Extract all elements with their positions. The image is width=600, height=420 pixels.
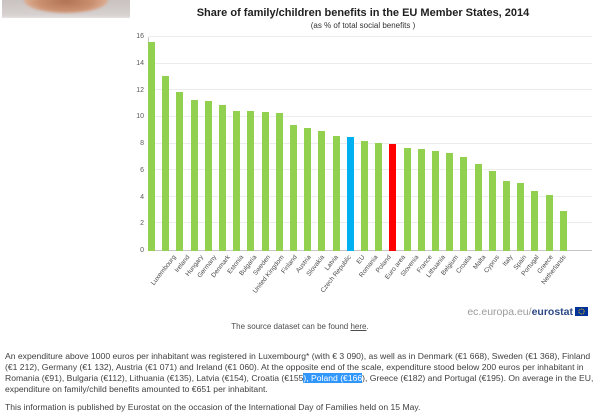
bar-romania (361, 141, 369, 251)
source-line-suffix: . (366, 322, 369, 331)
y-tick-label: 2 (140, 220, 144, 228)
y-tick-label: 6 (140, 166, 144, 174)
eu-flag-icon (575, 307, 588, 316)
gridline (149, 89, 592, 91)
bar-bulgaria (233, 110, 241, 251)
y-axis: 0 2 4 6 8 10 12 14 16 (130, 33, 145, 254)
bar-hungary (176, 91, 184, 251)
source-line: The source dataset can be found here. (0, 322, 600, 331)
gridline (149, 142, 592, 144)
x-axis: Luxembourg Ireland Hungary Germany Denmark Es… (148, 251, 592, 305)
bar-italy (503, 181, 511, 251)
gridline (149, 222, 592, 224)
eurostat-brand: eurostat (531, 306, 573, 318)
chart-subtitle: (as % of total social benefits ) (310, 21, 416, 30)
bar-slovenia (403, 148, 411, 251)
hands-image (24, 0, 108, 13)
plot-outer: 0 2 4 6 8 10 12 14 16 (130, 33, 596, 254)
y-tick-label: 10 (136, 113, 144, 121)
paragraph-before-selection: An expenditure above 1000 euros per inha… (5, 351, 591, 383)
header-photo (2, 0, 130, 18)
x-axis-label: EU (355, 254, 367, 266)
y-tick-label: 4 (140, 193, 144, 201)
eurostat-url-prefix: ec.europa.eu/ (467, 306, 532, 318)
gridline (149, 36, 592, 37)
source-link[interactable]: here (350, 322, 367, 331)
body-text: An expenditure above 1000 euros per inha… (5, 351, 595, 420)
bar-sweden (247, 110, 255, 251)
bar-germany (190, 99, 198, 251)
gridline (149, 62, 592, 64)
gridline (149, 195, 592, 197)
bar-lithuania (432, 150, 440, 251)
bar-croatia (460, 157, 468, 251)
y-tick-label: 12 (136, 86, 144, 94)
y-tick-label: 0 (140, 247, 144, 254)
footnote: This information is published by Eurosta… (5, 402, 421, 412)
y-tick-label: 14 (136, 59, 144, 67)
bars (148, 37, 567, 251)
bar-united-kingdom (261, 111, 269, 251)
bar-portugal (531, 190, 539, 251)
chart: Share of family/children benefits in the… (130, 7, 596, 321)
bar-austria (290, 125, 298, 251)
y-tick-label: 8 (140, 140, 144, 147)
gridline (149, 115, 592, 117)
chart-title: Share of family/children benefits in the… (196, 7, 530, 19)
source-line-text: The source dataset can be found (231, 322, 351, 331)
bar-luxembourg (148, 42, 155, 251)
bar-spain (517, 182, 525, 251)
selection-highlight: ), Poland (€166 (303, 373, 363, 383)
bar-slovakia (304, 127, 312, 251)
bar-poland (375, 142, 383, 251)
bar-malta (474, 164, 482, 251)
bar-czech-republic (332, 135, 340, 251)
bar-netherlands (559, 210, 567, 251)
bar-belgium (446, 153, 454, 251)
bar-cyprus (488, 170, 496, 251)
eurostat-logo: ec.europa.eu/eurostat (130, 305, 596, 321)
gridline (149, 169, 592, 171)
y-tick-label: 16 (136, 33, 144, 40)
bar-greece (545, 194, 553, 251)
bar-finland (275, 113, 283, 251)
expenditure-paragraph: An expenditure above 1000 euros per inha… (5, 351, 595, 395)
bar-eu (346, 137, 354, 251)
bar-euro-area (389, 144, 397, 251)
bar-estonia (219, 105, 227, 251)
bar-denmark (204, 101, 212, 251)
paragraph-after-selection: ), Greece (€182) and Portugal (€195). On… (5, 373, 594, 394)
bar-ireland (162, 75, 170, 251)
bar-france (417, 149, 425, 251)
bar-latvia (318, 130, 326, 251)
